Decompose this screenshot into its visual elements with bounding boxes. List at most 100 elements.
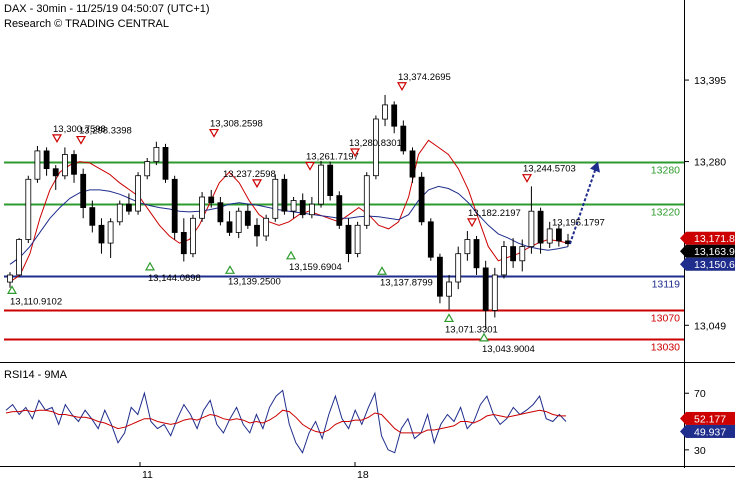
tag-box	[686, 244, 735, 258]
candle-31	[290, 197, 297, 219]
candle-body	[281, 178, 288, 212]
candle-39	[363, 172, 370, 229]
candle-body	[144, 161, 151, 177]
annotation-label: 13,139.2500	[228, 276, 281, 287]
candle-body	[418, 176, 425, 223]
candle-body	[34, 150, 41, 180]
tag-label: 13,163.9	[694, 246, 735, 258]
price-annotation-15: 13,244.5703	[521, 164, 576, 183]
candle-37	[345, 218, 352, 263]
tag-pointer	[680, 244, 686, 258]
annotation-label: 13,137.8799	[380, 277, 433, 288]
candle-body	[52, 168, 59, 177]
candle-33	[308, 197, 315, 219]
high-marker	[208, 128, 220, 138]
tag-pointer	[680, 424, 686, 438]
candle-54	[501, 240, 507, 279]
candle-49	[455, 246, 462, 290]
candle-22	[208, 189, 215, 208]
candle-19	[180, 218, 187, 262]
price-tag-0: 13,171.8	[680, 231, 735, 245]
chart-subtitle: Research © TRADING CENTRAL	[4, 18, 169, 30]
candle-6	[62, 147, 68, 180]
candle-body	[254, 224, 260, 237]
annotation-label: 13,261.7197	[306, 152, 359, 163]
candle-4	[43, 147, 50, 176]
candle-body	[116, 203, 123, 223]
candle-body	[354, 224, 361, 255]
price-annotation-3: 13,144.0898	[144, 261, 201, 284]
moving-average-line-0	[9, 139, 569, 283]
candle-43	[400, 120, 407, 155]
candle-29	[272, 174, 279, 222]
price-tick-label-2: 13,049	[694, 320, 726, 332]
tag-box	[686, 231, 735, 245]
low-marker	[224, 265, 236, 274]
annotation-label: 13,237.2598	[223, 169, 276, 180]
candle-51	[473, 235, 480, 275]
annotation-label: 13,280.8301	[349, 138, 402, 149]
candles	[7, 94, 571, 329]
price-annotation-16: 13,195.1797	[552, 218, 605, 229]
candle-body	[537, 210, 544, 244]
price-tick-label-1: 13,280	[694, 157, 726, 169]
candle-body	[446, 281, 453, 297]
candle-55	[510, 238, 517, 268]
candle-body	[98, 224, 105, 244]
candle-46	[427, 218, 434, 261]
candle-23	[217, 197, 224, 226]
candle-body	[510, 246, 517, 262]
candle-body	[336, 195, 343, 226]
moving-average-line-1	[9, 185, 569, 265]
tag-pointer	[680, 411, 686, 425]
price-tick-label-0: 13,395	[694, 75, 726, 87]
low-marker	[478, 332, 490, 342]
high-marker	[251, 179, 263, 189]
candle-body	[528, 210, 535, 247]
candle-58	[537, 207, 544, 254]
candle-15	[144, 158, 151, 180]
candle-body	[16, 239, 23, 276]
level-label-4: 13030	[651, 342, 680, 354]
candle-56	[519, 239, 526, 272]
candle-body	[345, 224, 352, 255]
candle-12	[116, 200, 123, 226]
time-tick-label-1: 18	[357, 469, 369, 480]
chart-title: DAX - 30min - 11/25/19 04:50:07 (UTC+1)	[4, 3, 210, 15]
price-axis: 13,395 13,280 13,049	[684, 75, 726, 332]
candle-24	[226, 211, 233, 236]
candle-body	[455, 253, 462, 283]
rsi-line-1	[5, 409, 566, 434]
candle-body	[501, 246, 507, 276]
candle-11	[107, 218, 114, 258]
candle-52	[482, 260, 489, 329]
candle-27	[254, 218, 260, 247]
candle-body	[199, 196, 206, 219]
high-marker	[75, 135, 87, 145]
candle-body	[107, 221, 114, 244]
annotation-label: 13,110.9102	[10, 296, 62, 307]
candle-body	[80, 173, 87, 209]
candle-body	[546, 228, 553, 244]
annotation-label: 13,159.6904	[289, 262, 342, 273]
candle-10	[98, 218, 105, 254]
low-marker	[376, 266, 388, 275]
candle-body	[62, 154, 68, 177]
high-marker	[304, 161, 316, 171]
level-label-1: 13220	[651, 207, 680, 219]
candle-47	[436, 253, 443, 304]
candle-body	[162, 146, 169, 180]
tag-label: 13,150.6	[694, 259, 735, 271]
annotation-label: 13,182.2197	[468, 208, 521, 219]
level-label-2: 13119	[652, 279, 681, 291]
candle-50	[464, 231, 471, 261]
annotation-label: 13,300.7598	[53, 124, 106, 135]
tag-box	[686, 257, 735, 271]
candle-body	[25, 178, 32, 240]
candle-17	[162, 143, 169, 183]
high-marker	[396, 82, 408, 91]
candle-body	[473, 239, 480, 269]
time-axis: 11 18	[139, 462, 369, 480]
